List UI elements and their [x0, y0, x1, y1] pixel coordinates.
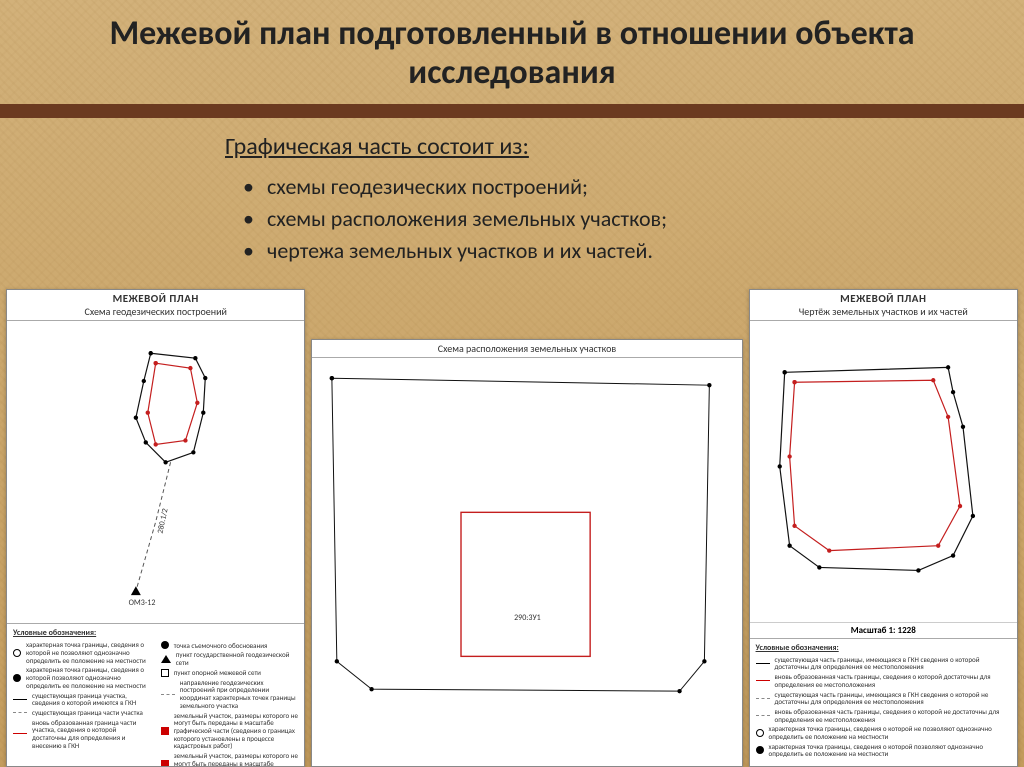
legend-row: пункт государственной геодезической сети — [161, 651, 299, 666]
legend-row: существующая граница части участка — [13, 709, 151, 717]
accent-band — [0, 104, 1024, 118]
legend-symbol — [161, 641, 169, 649]
doc-heading-2: Чертёж земельных участков и их частей — [754, 305, 1013, 318]
plot-svg — [7, 321, 304, 623]
legend-heading: Условные обозначения: — [756, 643, 1011, 653]
title-block: Межевой план подготовленный в отношении … — [0, 0, 1024, 98]
doc-header: МЕЖЕВОЙ ПЛАН Чертёж земельных участков и… — [750, 290, 1017, 321]
legend-row: характерная точка границы, сведения о ко… — [13, 641, 151, 664]
legend-text: существующая часть границы, имеющаяся в … — [775, 656, 1011, 671]
page-title: Межевой план подготовленный в отношении … — [40, 14, 984, 92]
legend-symbol — [161, 760, 169, 767]
legend-row: существующая часть границы, имеющаяся в … — [756, 691, 1011, 706]
legend-text: вновь образованная часть границы, сведен… — [775, 673, 1011, 688]
doc-drawing: МЕЖЕВОЙ ПЛАН Чертёж земельных участков и… — [749, 289, 1018, 767]
bullet-item: схемы геодезических построений; — [249, 171, 964, 203]
legend-symbol — [756, 715, 770, 716]
legend-row: существующая часть границы, имеющаяся в … — [756, 656, 1011, 671]
legend-text: характерная точка границы, сведения о ко… — [26, 641, 151, 664]
bullet-list: схемы геодезических построений; схемы ра… — [225, 171, 964, 267]
legend-symbol — [161, 727, 169, 735]
legend-symbol — [756, 680, 770, 681]
bullet-item: чертежа земельных участков и их частей. — [249, 235, 964, 267]
legend-row: вновь образованная часть границы, сведен… — [756, 708, 1011, 723]
legend-text: вновь образованная часть границы, сведен… — [775, 708, 1011, 723]
body-text: Графическая часть состоит из: схемы геод… — [0, 118, 1024, 275]
legend-symbol — [13, 712, 27, 713]
scale-label: Масштаб 1: 1228 — [750, 622, 1017, 638]
legend-symbol — [13, 733, 27, 734]
subheading: Графическая часть состоит из: — [225, 132, 964, 161]
legend-heading: Условные обозначения: — [13, 628, 298, 638]
legend-text: земельный участок, размеры которого не м… — [174, 752, 299, 767]
doc-heading-2: Схема геодезических построений — [11, 305, 300, 318]
documents-row: МЕЖЕВОЙ ПЛАН Схема геодезических построе… — [0, 287, 1024, 767]
bullet-item: схемы расположения земельных участков; — [249, 203, 964, 235]
legend-row: характерная точка границы, сведения о ко… — [756, 725, 1011, 740]
legend-text: пункт государственной геодезической сети — [176, 651, 299, 666]
doc-canvas: 280.1/2 ОМ3-12 — [7, 321, 304, 623]
legend-symbol — [161, 655, 171, 663]
plot-svg — [312, 358, 741, 766]
legend-text: вновь образованная граница части участка… — [32, 719, 151, 750]
legend-text: существующая граница участка, сведения о… — [32, 692, 151, 707]
legend-text: характерная точка границы, сведения о ко… — [769, 725, 1011, 740]
legend-row: вновь образованная часть границы, сведен… — [756, 673, 1011, 688]
legend-symbol — [756, 663, 770, 664]
legend-symbol — [756, 698, 770, 699]
legend-text: направление геодезических построений при… — [180, 679, 299, 710]
legend-symbol — [13, 649, 21, 657]
legend-text: характерная точка границы, сведения о ко… — [769, 743, 1011, 758]
doc-location-scheme: Схема расположения земельных участков 29… — [311, 339, 742, 767]
legend-text: существующая часть границы, имеющаяся в … — [775, 691, 1011, 706]
legend-symbol — [756, 746, 764, 754]
label-om3: ОМ3-12 — [129, 598, 156, 608]
legend-row: пункт опорной межевой сети — [161, 669, 299, 677]
legend-text: земельный участок, размеры которого не м… — [174, 712, 299, 750]
doc-heading-1: МЕЖЕВОЙ ПЛАН — [11, 292, 300, 305]
legend-symbol — [756, 729, 764, 737]
plot-svg — [750, 321, 1017, 622]
legend-text: пункт опорной межевой сети — [174, 669, 261, 677]
legend-row: существующая граница участка, сведения о… — [13, 692, 151, 707]
doc-canvas — [750, 321, 1017, 622]
legend-symbol — [161, 669, 169, 677]
legend-symbol — [161, 694, 175, 695]
label-plot: 290:3У1 — [514, 613, 541, 623]
legend-row: характерная точка границы, сведения о ко… — [13, 666, 151, 689]
doc-header: МЕЖЕВОЙ ПЛАН Схема геодезических построе… — [7, 290, 304, 321]
legend-row: точка съемочного обоснования — [161, 641, 299, 649]
doc-legend: Условные обозначения: характерная точка … — [7, 623, 304, 767]
doc-heading-1: МЕЖЕВОЙ ПЛАН — [754, 292, 1013, 305]
legend-row: характерная точка границы, сведения о ко… — [756, 743, 1011, 758]
legend-row: вновь образованная граница части участка… — [13, 719, 151, 750]
doc-canvas: 290:3У1 — [312, 358, 741, 766]
legend-symbol — [13, 699, 27, 700]
doc-heading-2: Схема расположения земельных участков — [316, 342, 737, 355]
legend-symbol — [13, 674, 21, 682]
doc-geodetic-scheme: МЕЖЕВОЙ ПЛАН Схема геодезических построе… — [6, 289, 305, 767]
legend-row: земельный участок, размеры которого не м… — [161, 752, 299, 767]
doc-header: Схема расположения земельных участков — [312, 340, 741, 358]
legend-text: существующая граница части участка — [32, 709, 143, 717]
legend-row: направление геодезических построений при… — [161, 679, 299, 710]
legend-text: точка съемочного обоснования — [174, 642, 268, 650]
doc-legend: Условные обозначения: существующая часть… — [750, 638, 1017, 766]
legend-text: характерная точка границы, сведения о ко… — [26, 666, 151, 689]
legend-row: земельный участок, размеры которого не м… — [161, 712, 299, 750]
